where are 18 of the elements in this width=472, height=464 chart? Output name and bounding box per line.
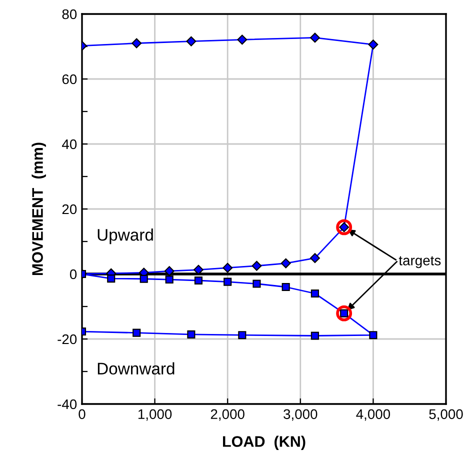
x-tick-label: 4,000	[356, 409, 390, 421]
y-tick-label: 80	[62, 9, 77, 20]
x-tick-label: 5,000	[429, 409, 463, 421]
y-tick-label: -40	[58, 399, 77, 410]
y-tick-label: 40	[62, 139, 77, 150]
x-tick-label: 1,000	[138, 409, 172, 421]
annotation: Downward	[98, 362, 174, 375]
y-axis-title: MOVEMENT (mm)	[32, 142, 46, 276]
y-tick-label: 0	[70, 269, 77, 280]
y-tick-label: -20	[58, 334, 77, 344]
x-tick-label: 2,000	[210, 409, 244, 421]
y-tick-label: 20	[62, 204, 77, 214]
annotation: Upward	[98, 228, 153, 244]
x-axis-title: LOAD (KN)	[223, 436, 306, 450]
x-tick-label: 0	[78, 409, 86, 420]
y-tick-label: 60	[62, 74, 77, 84]
x-tick-label: 3,000	[284, 409, 318, 421]
annotation: targets	[398, 256, 441, 268]
